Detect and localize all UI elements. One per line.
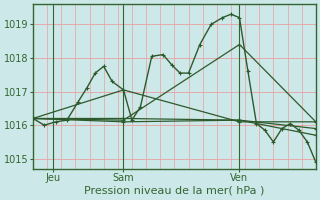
X-axis label: Pression niveau de la mer( hPa ): Pression niveau de la mer( hPa ) <box>84 186 265 196</box>
